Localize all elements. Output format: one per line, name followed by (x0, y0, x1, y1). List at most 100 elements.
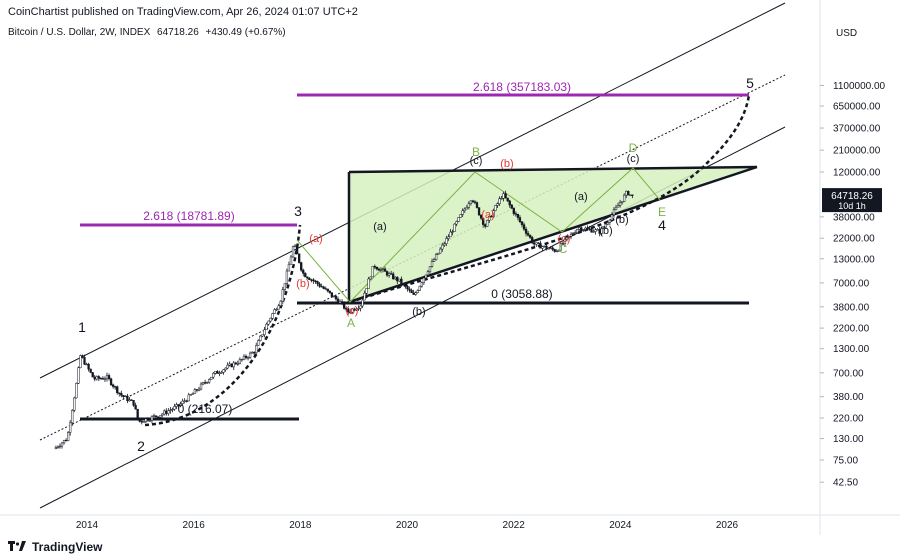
candle-body (383, 268, 387, 272)
candle-body (555, 250, 558, 253)
wave-label-sub: (a) (574, 191, 587, 203)
candle-body (559, 243, 562, 251)
candle-body (449, 231, 452, 238)
candle-body (457, 217, 460, 222)
candle-body (463, 208, 466, 212)
wave-label-major: 4 (658, 217, 666, 233)
candle-body (240, 358, 244, 361)
candle-body (627, 190, 630, 196)
publisher-line: CoinChartist published on TradingView.co… (8, 6, 358, 18)
candle-body (338, 301, 342, 304)
candle-body (165, 410, 168, 414)
candle-body (437, 252, 440, 255)
candle-body (107, 375, 111, 380)
candle-body (539, 242, 542, 249)
candle-body (592, 231, 595, 233)
candle-body (573, 232, 577, 234)
candle-body (459, 214, 462, 218)
candle-body (596, 229, 599, 231)
candle-body (371, 266, 374, 278)
candle-body (606, 222, 609, 225)
candle-body (89, 368, 92, 373)
candle-body (616, 205, 620, 208)
wave-label-major: 1 (78, 319, 86, 335)
triangle-lower-edge (348, 165, 758, 304)
candle-body (120, 393, 123, 396)
candle-body (279, 300, 282, 306)
candle-body (179, 403, 182, 407)
candle-body (138, 418, 141, 422)
candle-body (502, 193, 505, 199)
candle-body (304, 273, 307, 278)
candle-body (578, 227, 581, 230)
currency-label[interactable]: USD (836, 28, 858, 39)
candle-body (404, 283, 407, 287)
last-price-countdown: 10d 1h (838, 201, 866, 211)
candle-body (553, 249, 556, 252)
candle-body (336, 298, 340, 304)
candle-body (529, 234, 532, 238)
y-tick-label: 75.00 (833, 456, 858, 467)
candle-body (547, 248, 550, 250)
candle-body (181, 400, 184, 404)
candle-body (535, 242, 538, 245)
candle-body (586, 227, 589, 230)
candle-body (342, 301, 346, 309)
candle-body (101, 378, 105, 380)
candle-body (93, 376, 96, 380)
candle-body (520, 221, 524, 225)
candle-body (604, 223, 607, 228)
candle-body (234, 362, 237, 365)
candle-body (332, 295, 336, 298)
y-tick-label: 3800.00 (833, 302, 870, 313)
wave-label-sub: (c) (627, 153, 640, 165)
candle-body (514, 213, 517, 215)
candle-body (557, 249, 560, 252)
candle-body (291, 246, 295, 258)
candle-body (330, 292, 334, 297)
y-tick-label: 370000.00 (833, 124, 881, 135)
y-tick-label: 38000.00 (833, 212, 875, 223)
candle-body (543, 245, 546, 248)
candle-body (289, 256, 293, 265)
candle-body (124, 395, 127, 398)
annotations: 2.618 (357183.03) 2.618 (18781.89) 0 (3058… (78, 75, 754, 454)
candle-body (461, 210, 464, 215)
candle-body (392, 273, 395, 280)
candle-body (312, 279, 315, 282)
candle-body (522, 224, 526, 230)
candle-body (142, 421, 145, 423)
projection-curve-2 (349, 94, 751, 304)
candle-body (416, 290, 419, 294)
candle-body (322, 286, 325, 289)
candle-body (156, 416, 160, 418)
candle-body (355, 308, 358, 311)
candle-body (414, 292, 417, 295)
candle-body (396, 276, 399, 282)
candle-body (406, 285, 409, 290)
candle-body (600, 228, 603, 234)
candle-body (492, 210, 495, 218)
candle-body (201, 382, 205, 385)
candle-body (508, 200, 511, 206)
candle-body (148, 420, 152, 422)
candle-body (618, 202, 622, 206)
candle-body (228, 363, 231, 366)
candle-body (230, 363, 233, 368)
footer[interactable]: TradingView (8, 540, 102, 554)
candle-body (263, 329, 266, 335)
candle-body (426, 271, 430, 276)
fib-level-label: 2.618 (357183.03) (473, 80, 571, 94)
candle-body (387, 273, 391, 276)
candle-body (199, 383, 203, 390)
candle-body (193, 389, 197, 394)
candle-body (97, 376, 100, 379)
candle-body (56, 446, 60, 448)
candle-body (130, 399, 133, 401)
wave-path-green (296, 167, 661, 303)
candle-body (347, 308, 350, 313)
candle-body (420, 282, 423, 287)
y-tick-label: 1300.00 (833, 344, 870, 355)
wave-label-sub: (b) (500, 158, 513, 170)
